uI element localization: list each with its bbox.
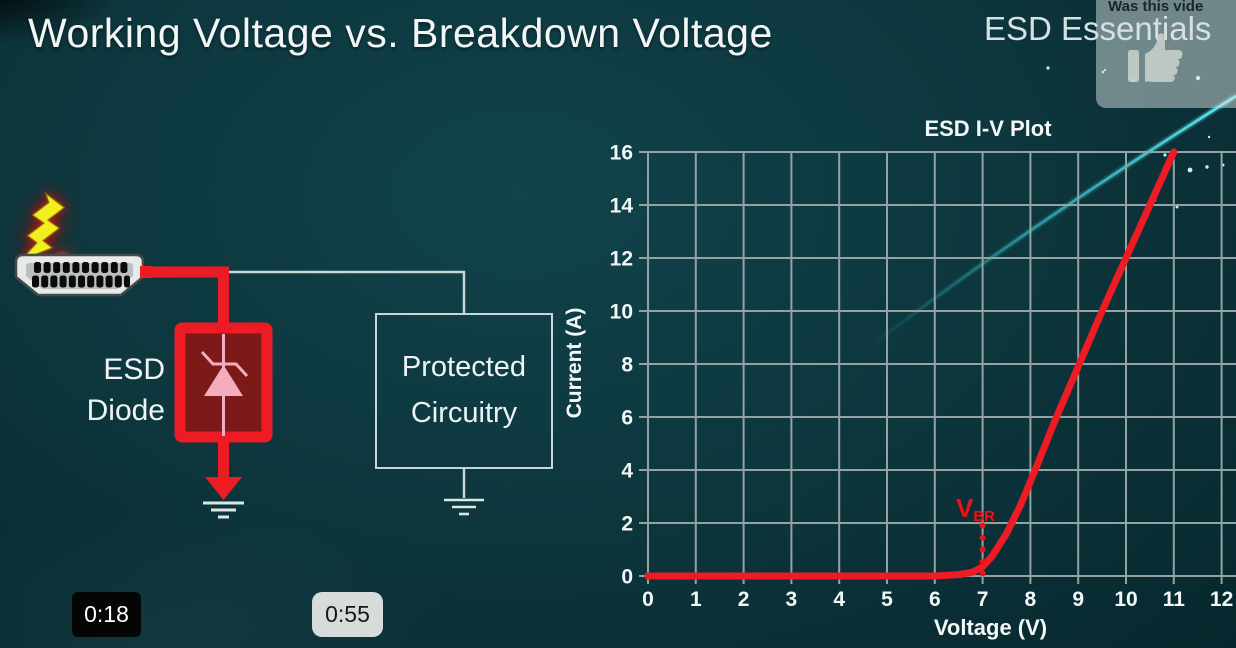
signal-wire [229,270,466,315]
ground-icon-esd [203,501,244,519]
svg-text:12: 12 [610,248,633,271]
like-prompt-panel: Was this vide [1096,0,1236,108]
hdmi-connector-icon [14,253,152,297]
svg-text:6: 6 [621,407,633,430]
vbr-dotted-line-dot [979,546,986,553]
svg-text:11: 11 [1163,588,1186,611]
breakdown-voltage-annotation: VBR [956,493,996,525]
discharge-arrow [205,441,242,500]
vbr-dotted-line-dot [979,522,986,529]
svg-text:4: 4 [833,588,845,611]
timestamp-chip-preview[interactable]: 0:55 [312,592,383,637]
svg-text:10: 10 [1114,588,1137,611]
esd-diode-box [174,322,273,443]
svg-text:5: 5 [881,588,893,611]
svg-text:7: 7 [977,588,989,611]
svg-text:2: 2 [621,513,633,536]
thumbs-up-icon[interactable] [1124,28,1204,94]
svg-text:1: 1 [690,588,702,611]
svg-text:12: 12 [1210,588,1233,611]
svg-text:0: 0 [621,566,633,589]
esd-path-wire [146,266,229,334]
ground-icon-protected [444,498,484,516]
svg-text:3: 3 [786,588,798,611]
svg-text:9: 9 [1072,588,1084,611]
y-axis-label: Current (A) [563,307,586,419]
timestamp-chip-current[interactable]: 0:18 [72,592,141,637]
like-prompt-text: Was this vide [1108,0,1204,15]
svg-text:10: 10 [610,301,633,324]
zener-diode-icon [200,334,249,436]
svg-text:2: 2 [738,588,750,611]
svg-text:8: 8 [621,354,633,377]
svg-text:16: 16 [610,142,633,165]
iv-curve [644,148,1178,580]
svg-text:14: 14 [610,195,634,218]
esd-diode-label: ESD Diode [86,353,165,427]
vbr-dotted-line-dot [979,570,986,577]
svg-text:6: 6 [929,588,941,611]
chart-title: ESD I-V Plot [924,116,1052,141]
vbr-dotted-line-dot [979,534,986,541]
svg-text:8: 8 [1025,588,1037,611]
vbr-dotted-line-dot [979,558,986,565]
slide-title: Working Voltage vs. Breakdown Voltage [28,10,773,56]
protected-circuitry-label: Protected Circuitry [401,351,527,429]
svg-text:0: 0 [642,588,654,611]
x-axis-label: Voltage (V) [933,615,1048,640]
svg-text:4: 4 [621,460,633,483]
